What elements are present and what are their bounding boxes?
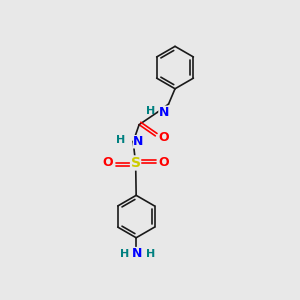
Text: O: O (158, 130, 169, 143)
Text: N: N (133, 135, 144, 148)
Text: O: O (158, 157, 169, 169)
Text: H: H (146, 249, 155, 259)
Text: S: S (130, 156, 141, 170)
Text: N: N (158, 106, 169, 119)
Text: N: N (132, 247, 142, 260)
Text: H: H (116, 135, 125, 145)
Text: H: H (146, 106, 155, 116)
Text: H: H (120, 249, 130, 259)
Text: O: O (103, 157, 113, 169)
